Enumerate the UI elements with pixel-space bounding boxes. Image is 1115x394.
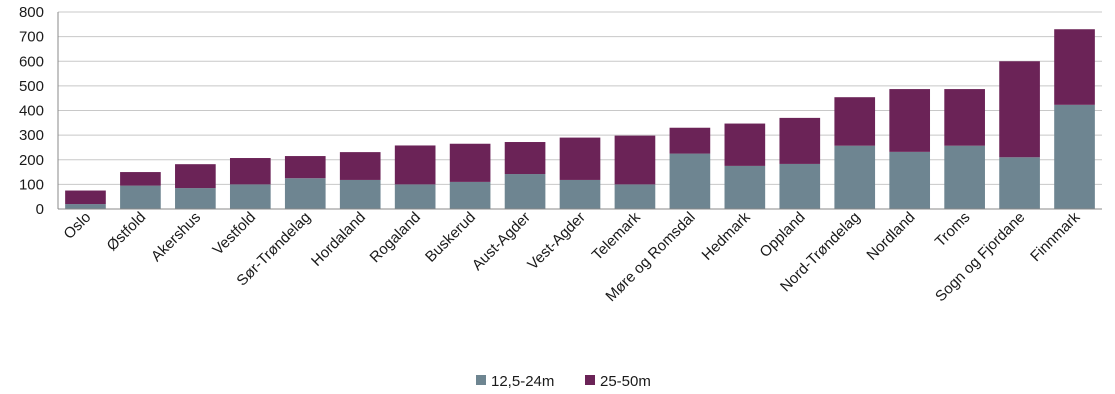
axes: [57, 12, 1102, 210]
bar-series-2: [779, 117, 821, 164]
bar-series-1: [834, 145, 876, 209]
bar-series-2: [449, 143, 491, 182]
x-tick-label: Hordaland: [308, 209, 369, 270]
x-tick-label: Aust-Agder: [469, 209, 534, 274]
y-tick-label: 800: [19, 4, 44, 21]
bar-series-2: [669, 127, 711, 154]
y-tick-label: 600: [19, 53, 44, 70]
x-tick-label: Rogaland: [367, 209, 424, 266]
bar-series-2: [614, 135, 656, 185]
bar-series-1: [175, 188, 216, 209]
bars: [65, 29, 1095, 209]
bar-series-1: [449, 181, 491, 209]
x-tick-label: Oslo: [60, 209, 94, 243]
bar-series-2: [944, 89, 985, 146]
x-tick-label: Troms: [932, 209, 974, 251]
bar-series-2: [504, 142, 546, 175]
x-tick-label: Telemark: [589, 208, 644, 263]
bar-series-1: [559, 179, 601, 209]
x-tick-label: Nordland: [863, 209, 918, 264]
y-tick-label: 300: [19, 127, 44, 144]
bar-series-1: [394, 184, 436, 209]
x-tick-label: Oppland: [756, 209, 808, 261]
bar-series-2: [834, 97, 876, 146]
y-tick-label: 700: [19, 29, 44, 46]
bar-series-2: [120, 172, 161, 186]
bar-series-2: [175, 164, 216, 189]
bar-series-1: [1054, 104, 1095, 209]
x-tick-label: Finnmark: [1027, 208, 1084, 265]
x-tick-label: Østfold: [104, 209, 150, 255]
bar-series-2: [284, 156, 326, 179]
bar-series-1: [724, 165, 766, 209]
x-tick-label: Buskerud: [422, 209, 479, 266]
x-tick-label: Akershus: [148, 209, 204, 265]
bar-series-2: [889, 89, 931, 152]
legend-label-series-2: 25-50m: [600, 373, 651, 390]
bar-series-2: [394, 145, 436, 185]
bar-series-1: [65, 204, 106, 209]
x-tick-label: Vestfold: [209, 209, 259, 259]
bar-series-1: [779, 163, 821, 209]
bar-series-2: [65, 190, 106, 205]
bar-series-1: [339, 179, 381, 209]
bar-series-2: [559, 137, 601, 180]
bar-series-2: [1054, 29, 1095, 105]
x-tick-label: Hedmark: [699, 208, 754, 263]
y-tick-label: 200: [19, 152, 44, 169]
bar-series-2: [999, 61, 1040, 158]
y-tick-label: 400: [19, 103, 44, 120]
bar-series-1: [284, 178, 326, 209]
bar-series-2: [724, 123, 766, 166]
bar-series-1: [504, 174, 546, 209]
y-tick-label: 500: [19, 78, 44, 95]
legend: 12,5-24m 25-50m: [476, 373, 651, 390]
bar-series-1: [229, 184, 271, 209]
y-tick-label: 100: [19, 176, 44, 193]
y-tick-labels: 0 100 200 300 400 500 600 700 800: [19, 4, 44, 218]
legend-label-series-1: 12,5-24m: [491, 373, 554, 390]
legend-swatch-series-1: [476, 375, 486, 385]
bar-series-1: [944, 145, 985, 209]
legend-swatch-series-2: [585, 375, 595, 385]
bar-series-1: [889, 151, 931, 209]
bar-series-2: [229, 158, 271, 185]
bar-series-1: [999, 157, 1040, 209]
bar-series-1: [669, 153, 711, 209]
y-tick-label: 0: [36, 201, 44, 218]
bar-series-1: [120, 185, 161, 209]
bar-series-2: [339, 152, 381, 180]
x-tick-label: Vest-Agder: [524, 209, 589, 274]
bar-series-1: [614, 184, 656, 209]
